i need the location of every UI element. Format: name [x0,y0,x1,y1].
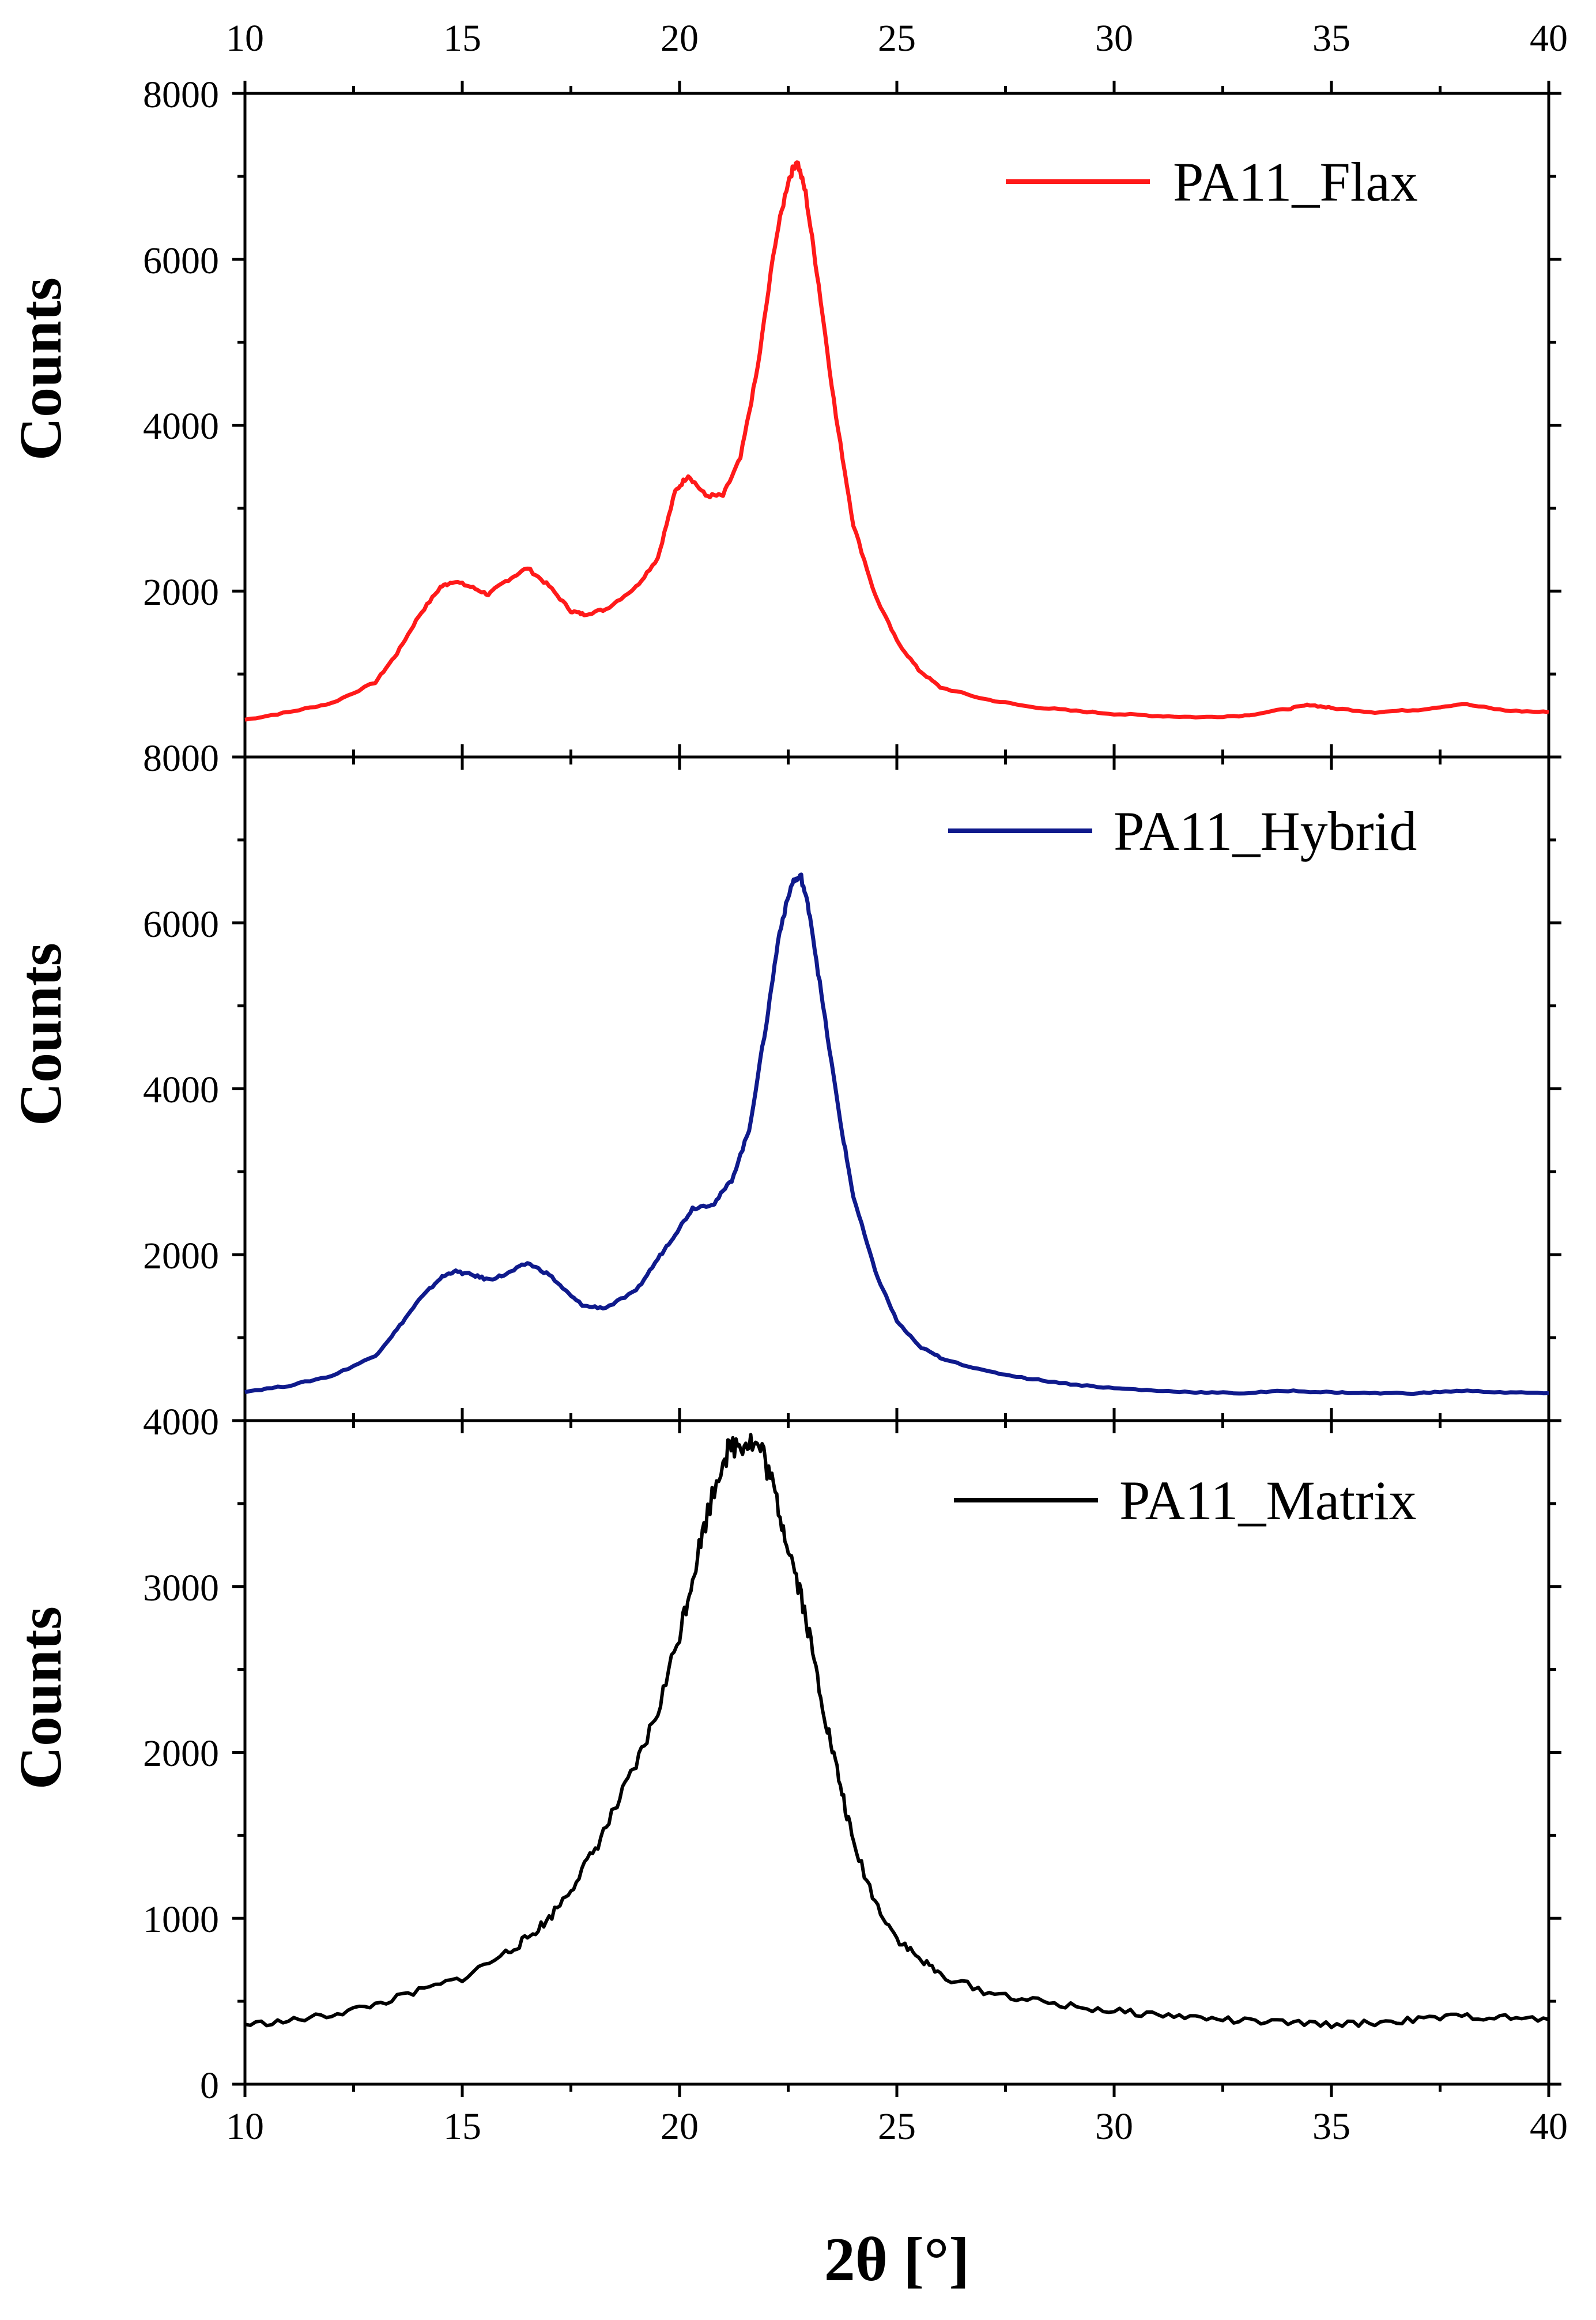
ytick-label: 1000 [143,1899,219,1941]
top-xtick-label: 15 [443,17,481,59]
xtick-label: 25 [878,2106,916,2148]
axis-ticks [232,1408,1561,2097]
series-line-pa11-hybrid [244,872,1549,1396]
x-axis-title: 2θ [°] [824,2225,970,2294]
y-axis-title: Counts [7,1606,74,1790]
top-xtick-label: 35 [1312,17,1350,59]
series-line-pa11-matrix [244,1433,1549,2029]
ytick-label: 4000 [143,405,219,447]
ytick-label: 8000 [143,74,219,116]
legend-label-pa11-flax: PA11_Flax [1173,151,1418,213]
ytick-label: 6000 [143,240,219,282]
xtick-label: 15 [443,2106,481,2148]
top-xtick-label: 20 [661,17,699,59]
ytick-label: 2000 [143,1235,219,1277]
xtick-label: 30 [1095,2106,1133,2148]
top-xtick-label: 25 [878,17,916,59]
top-xtick-label: 30 [1095,17,1133,59]
xtick-label: 10 [226,2106,264,2148]
xtick-label: 35 [1312,2106,1350,2148]
ytick-label: 0 [200,2065,219,2107]
ytick-label: 4000 [143,1069,219,1111]
panel-flax: 8000 6000 4000 2000 Counts PA11_Flax [7,74,1561,770]
legend-label-pa11-matrix: PA11_Matrix [1119,1470,1417,1531]
ytick-label: 2000 [143,1733,219,1775]
y-axis-title: Counts [7,943,74,1126]
axis-ticks [232,744,1561,1433]
ytick-label: 2000 [143,571,219,613]
top-axis-tick-labels: 10 15 20 25 30 35 40 [226,17,1568,59]
y-axis-title: Counts [7,277,74,461]
ytick-label: 6000 [143,903,219,946]
legend-label-pa11-hybrid: PA11_Hybrid [1114,800,1417,862]
panel-hybrid: 8000 6000 4000 2000 Counts PA11_Hybrid [7,737,1561,1433]
ytick-label: 8000 [143,737,219,779]
axis-ticks [232,81,1561,770]
ytick-label: 4000 [143,1401,219,1443]
top-xtick-label: 40 [1530,17,1568,59]
xtick-label: 20 [661,2106,699,2148]
top-xtick-label: 10 [226,17,264,59]
panel-matrix: 4000 3000 2000 1000 0 Counts PA11_Matrix… [7,1401,1568,2294]
xtick-label: 40 [1530,2106,1568,2148]
series-line-pa11-flax [244,160,1549,722]
ytick-label: 3000 [143,1567,219,1609]
